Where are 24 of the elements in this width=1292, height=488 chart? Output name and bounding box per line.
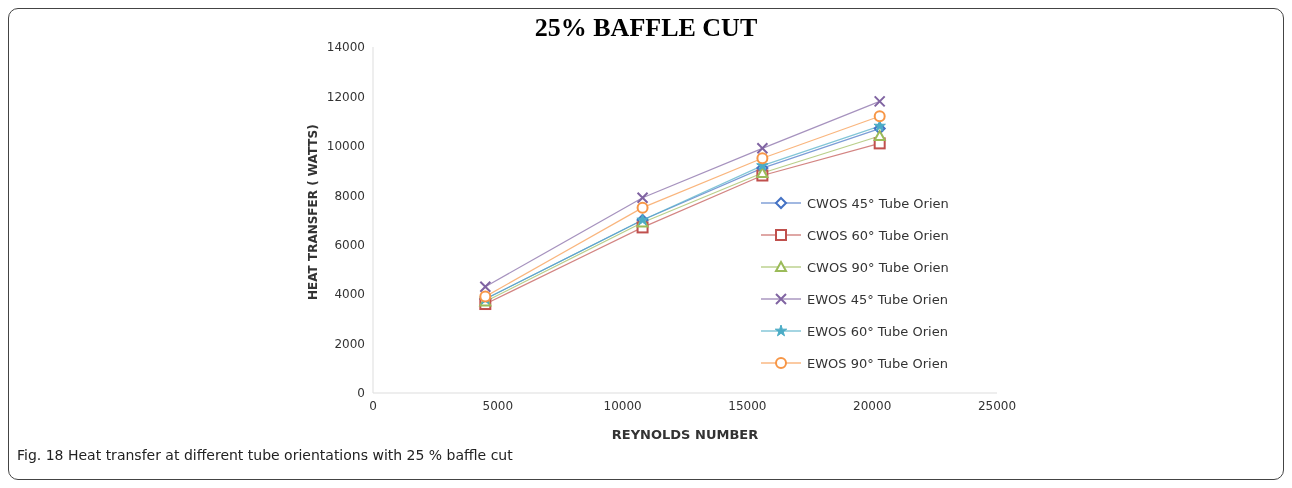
y-tick-label: 2000 <box>334 336 365 351</box>
y-tick-label: 4000 <box>334 287 365 302</box>
x-tick-label: 0 <box>369 398 377 413</box>
legend-label: CWOS 90° Tube Orien <box>807 259 949 275</box>
y-tick-label: 14000 <box>326 40 365 55</box>
legend-label: CWOS 45° Tube Orien <box>807 195 949 211</box>
legend-label: EWOS 60° Tube Orien <box>807 323 948 339</box>
x-tick-label: 15000 <box>728 398 767 413</box>
x-axis-title: REYNOLDS NUMBER <box>611 427 759 442</box>
x-tick-label: 10000 <box>603 398 642 413</box>
legend-label: EWOS 45° Tube Orien <box>807 291 948 307</box>
y-axis-title: HEAT TRANSFER ( WATTS) <box>306 124 321 300</box>
y-tick-label: 8000 <box>334 188 365 203</box>
legend-label: EWOS 90° Tube Orien <box>807 355 948 371</box>
chart-title: 25% BAFFLE CUT <box>534 13 758 42</box>
caption: Fig. 18 Heat transfer at different tube orientations with 25 % baffle cut <box>17 447 513 463</box>
y-tick-label: 0 <box>357 386 365 401</box>
y-tick-label: 12000 <box>326 89 365 104</box>
x-tick-label: 25000 <box>977 398 1017 413</box>
x-tick-label: 20000 <box>853 398 892 413</box>
y-tick-label: 10000 <box>326 139 365 154</box>
y-tick-label: 6000 <box>334 237 365 252</box>
x-tick-label: 5000 <box>482 398 514 413</box>
legend-label: CWOS 60° Tube Orien <box>807 227 949 243</box>
